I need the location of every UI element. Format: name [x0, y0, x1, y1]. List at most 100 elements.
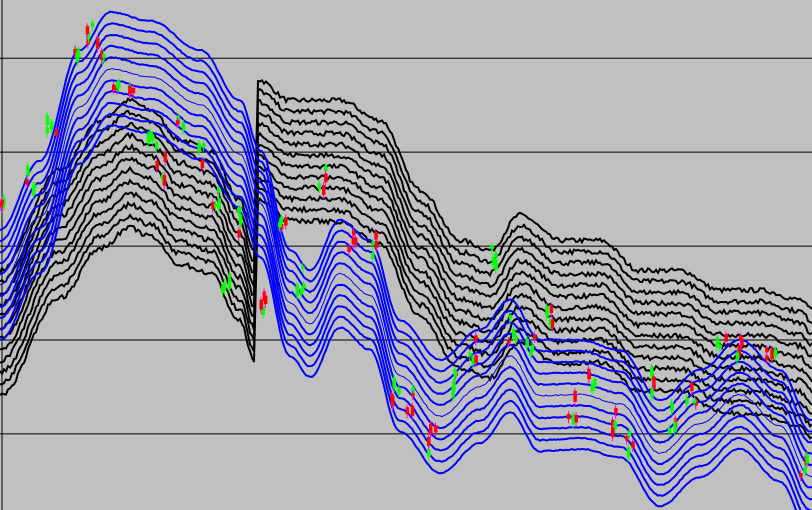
candle-up — [803, 467, 807, 474]
candle-up — [102, 53, 106, 58]
candle-up — [673, 422, 677, 433]
candle-up — [181, 122, 186, 131]
candle-up — [217, 198, 221, 210]
candle-down — [573, 390, 577, 402]
candle-up — [397, 387, 401, 394]
candle-down — [587, 373, 592, 380]
candle-down — [374, 240, 379, 248]
slow-ribbon-line-6 — [0, 131, 812, 370]
fast-ribbon-line-11 — [0, 124, 797, 510]
candle-up — [176, 115, 181, 124]
candle-up — [301, 265, 305, 269]
candle-up — [45, 115, 50, 126]
candle-down — [405, 407, 410, 415]
candle-up — [735, 352, 740, 361]
candle-down — [724, 333, 728, 342]
candle-up — [451, 386, 455, 398]
candle-up — [115, 83, 120, 88]
candle-up — [471, 356, 475, 365]
candle-up — [261, 306, 265, 316]
candle-up — [279, 216, 284, 224]
candle-up — [613, 421, 617, 429]
slow-ribbon-line-9 — [0, 165, 812, 406]
candle-up — [76, 49, 81, 58]
candle-up — [324, 165, 328, 172]
candle-down — [410, 405, 415, 416]
candle-up — [512, 329, 516, 337]
candle-up — [427, 449, 431, 457]
candle-down — [533, 334, 537, 340]
candle-up — [530, 344, 535, 352]
candle-up — [49, 121, 54, 130]
candle-down — [100, 50, 104, 60]
candle-down — [131, 87, 136, 94]
slow-ribbon-line-10 — [0, 176, 812, 415]
candle-up — [494, 253, 498, 258]
candle-down — [690, 382, 694, 392]
candle-up — [715, 337, 720, 346]
candle-down — [111, 84, 116, 91]
candle-up — [650, 367, 654, 377]
candle-up — [302, 283, 306, 289]
candle-up — [370, 253, 375, 259]
candle-down — [740, 338, 744, 347]
candle-up — [31, 184, 36, 196]
candle-down — [200, 159, 205, 169]
candle-up — [26, 165, 30, 176]
candle-down — [25, 178, 29, 185]
candle-down — [128, 85, 132, 94]
candle-up — [452, 380, 456, 392]
candle-up — [392, 377, 396, 389]
candle-down — [411, 393, 415, 397]
candle-down — [549, 305, 554, 314]
fast-ribbon-line-10 — [0, 112, 802, 510]
candle-up — [146, 133, 151, 144]
candle-up — [90, 22, 95, 28]
candle-up — [238, 214, 243, 225]
candle-up — [213, 204, 218, 208]
candle-up — [571, 414, 576, 425]
candle-down — [351, 237, 356, 245]
candle-down — [474, 355, 478, 363]
candle-down — [610, 427, 615, 438]
candle-down — [611, 419, 615, 428]
candle-down — [799, 473, 803, 478]
candle-down — [351, 230, 356, 236]
candle-up — [514, 335, 518, 341]
candle-up — [627, 431, 632, 436]
fast-ribbon-line-2 — [0, 22, 812, 433]
candle-up — [548, 319, 553, 326]
candle-down — [73, 49, 77, 54]
candle-up — [667, 427, 672, 433]
candle-up — [33, 184, 37, 189]
fast-ribbon-line-8 — [0, 90, 812, 501]
candle-down — [765, 347, 769, 353]
candle-down — [770, 349, 774, 360]
candle-up — [299, 288, 304, 295]
candle-down — [614, 407, 618, 415]
candle-up — [545, 306, 549, 318]
candle-up — [45, 127, 50, 134]
slow-ribbon-line-4 — [0, 112, 812, 348]
candle-up — [494, 259, 498, 271]
candle-up — [670, 402, 674, 412]
candle-up — [718, 344, 722, 349]
slow-ribbon-line-5 — [0, 120, 812, 358]
candle-up — [650, 389, 654, 398]
candle-down — [284, 217, 288, 226]
candle-down — [738, 335, 743, 341]
candle-down — [163, 152, 168, 162]
candle-down — [390, 393, 394, 402]
candle-down — [434, 425, 438, 433]
candle-up — [217, 188, 221, 193]
candle-down — [85, 26, 90, 35]
candle-down — [550, 319, 555, 328]
candle-up — [468, 352, 472, 357]
candle-up — [529, 350, 533, 356]
candle-down — [237, 229, 241, 238]
slow-ribbon-line-7 — [0, 143, 812, 383]
candle-down — [353, 237, 358, 245]
candle-up — [221, 285, 225, 294]
candle-down — [625, 435, 629, 441]
slow-ribbon-line-11 — [0, 184, 812, 428]
